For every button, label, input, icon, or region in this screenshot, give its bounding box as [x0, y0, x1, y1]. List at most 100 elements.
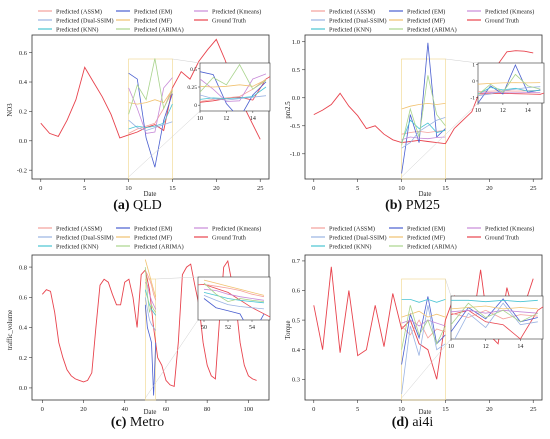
inset-panel: 10 12 14 0 0.25 0.5 — [187, 62, 271, 122]
series-line-predicted-arima — [401, 75, 446, 146]
caption-text: Metro — [129, 415, 165, 430]
series-line-predicted-em — [144, 304, 157, 396]
inset-series-line-predicted-arima — [478, 73, 541, 96]
series-line-predicted-assm — [401, 129, 446, 135]
inset-series-line-predicted-kmeans — [200, 73, 267, 102]
y-tick-label: 0.2 — [19, 109, 27, 116]
caption-letter: (d) — [391, 415, 409, 430]
legend-entry: Predicted (Kmeans) — [212, 226, 261, 233]
x-axis-label: Date — [144, 409, 157, 416]
inset-x-tick-label: 14 — [517, 344, 523, 350]
inset-panel: 10 12 14 — [448, 295, 544, 350]
legend-entry: Predicted (MF) — [134, 18, 172, 25]
zoom-window — [401, 278, 446, 401]
caption-metro: (c) Metro — [0, 415, 275, 431]
series-line-ground-truth — [313, 266, 534, 380]
x-tick-label: 10 — [398, 406, 405, 413]
legend-entry: Predicted (Dual-SSIM) — [329, 235, 387, 242]
inset-series-line-predicted-dual-ssim — [454, 302, 538, 339]
chart-panel-2: Predicted (ASSM) Predicted (EM) Predicted … — [285, 9, 545, 198]
legend-entry: Ground Truth — [485, 235, 520, 242]
legend-entry: Ground Truth — [212, 235, 247, 242]
legend-entry: Predicted (Dual-SSIM) — [56, 235, 114, 242]
inset-y-tick-label: 0.25 — [187, 85, 197, 91]
series-line-predicted-arima — [128, 58, 173, 115]
y-tick-label: 0.7 — [292, 258, 301, 265]
y-tick-label: -0.2 — [17, 167, 27, 174]
y-tick-label: 0.0 — [19, 385, 27, 392]
inset-x-tick-label: 10 — [448, 344, 454, 350]
y-tick-label: 0.0 — [19, 138, 27, 145]
series-line-predicted-em — [128, 72, 173, 168]
y-tick-label: -1.0 — [290, 151, 300, 158]
y-tick-label: 0.3 — [292, 376, 300, 383]
inset-y-tick-label: -1 — [470, 95, 475, 101]
x-tick-label: 20 — [213, 185, 220, 192]
y-tick-label: 0.4 — [19, 79, 28, 86]
legend-entry: Predicted (EM) — [407, 226, 445, 233]
y-axis-label: traffic_volume — [7, 310, 14, 350]
y-axis-label: NO3 — [7, 103, 14, 117]
x-tick-label: 0 — [41, 406, 44, 413]
inset-series-line-predicted-dual-ssim — [203, 295, 265, 310]
legend-entry: Predicted (KNN) — [329, 244, 371, 251]
legend-entry: Predicted (Dual-SSIM) — [56, 18, 114, 25]
inset-connector — [445, 58, 479, 64]
x-tick-label: 25 — [530, 185, 537, 192]
legend-entry: Predicted (EM) — [134, 9, 172, 16]
y-tick-label: 0.6 — [19, 294, 28, 301]
x-tick-label: 15 — [442, 185, 449, 192]
x-tick-label: 25 — [257, 185, 264, 192]
x-tick-label: 80 — [204, 406, 211, 413]
legend-entry: Predicted (Dual-SSIM) — [329, 18, 387, 25]
series-line-predicted-knn — [401, 119, 446, 143]
zoom-window — [128, 58, 173, 180]
x-tick-label: 15 — [442, 406, 449, 413]
inset-series-line-ground-truth — [198, 283, 270, 318]
inset-series-line-predicted-arima — [200, 63, 267, 93]
legend-entry: Predicted (ARIMA) — [134, 244, 184, 251]
inset-series-line-predicted-assm — [451, 309, 538, 320]
series-line-predicted-arima — [401, 305, 446, 350]
series-line-predicted-dual-ssim — [144, 297, 157, 331]
inset-connector — [401, 338, 452, 399]
legend-entry: Predicted (KNN) — [56, 244, 98, 251]
x-tick-label: 5 — [356, 185, 359, 192]
y-tick-label: 0.8 — [19, 264, 27, 271]
legend-entry: Predicted (ARIMA) — [407, 244, 457, 251]
legend-entry: Predicted (ARIMA) — [134, 27, 184, 34]
x-tick-label: 10 — [398, 185, 405, 192]
legend-entry: Predicted (MF) — [407, 235, 445, 242]
inset-x-tick-label: 54 — [249, 325, 255, 331]
y-tick-label: 0.0 — [292, 95, 300, 102]
inset-series-group — [478, 64, 544, 103]
inset-y-tick-label: 0 — [194, 103, 197, 109]
series-line-ground-truth — [40, 38, 261, 140]
inset-y-tick-label: 0.5 — [190, 67, 197, 73]
caption-letter: (c) — [110, 415, 127, 430]
legend-entry: Predicted (KNN) — [56, 27, 98, 34]
series-line-predicted-knn — [128, 103, 173, 130]
inset-series-group — [200, 63, 270, 111]
inset-series-line-predicted-mf — [203, 279, 265, 296]
legend-entry: Ground Truth — [485, 18, 520, 25]
legend-entry: Predicted (MF) — [134, 235, 172, 242]
x-tick-label: 0 — [312, 406, 315, 413]
inset-y-tick-label: 0 — [472, 79, 475, 85]
inset-connector — [155, 276, 199, 280]
inset-connector — [145, 319, 199, 399]
inset-x-tick-label: 50 — [201, 325, 207, 331]
series-line-predicted-knn — [401, 298, 446, 303]
x-tick-label: 5 — [356, 406, 359, 413]
inset-frame — [197, 276, 271, 321]
y-axis-label: Torque — [285, 320, 292, 339]
legend-entry: Predicted (ASSM) — [56, 226, 102, 233]
inset-series-line-predicted-assm — [203, 284, 265, 298]
y-tick-label: -0.5 — [290, 123, 300, 130]
caption-pm25: (b) PM25 — [275, 198, 550, 214]
zoom-window — [401, 58, 446, 180]
inset-series-line-predicted-mf — [451, 305, 538, 310]
inset-x-tick-label: 14 — [525, 108, 531, 114]
x-tick-label: 20 — [486, 406, 493, 413]
